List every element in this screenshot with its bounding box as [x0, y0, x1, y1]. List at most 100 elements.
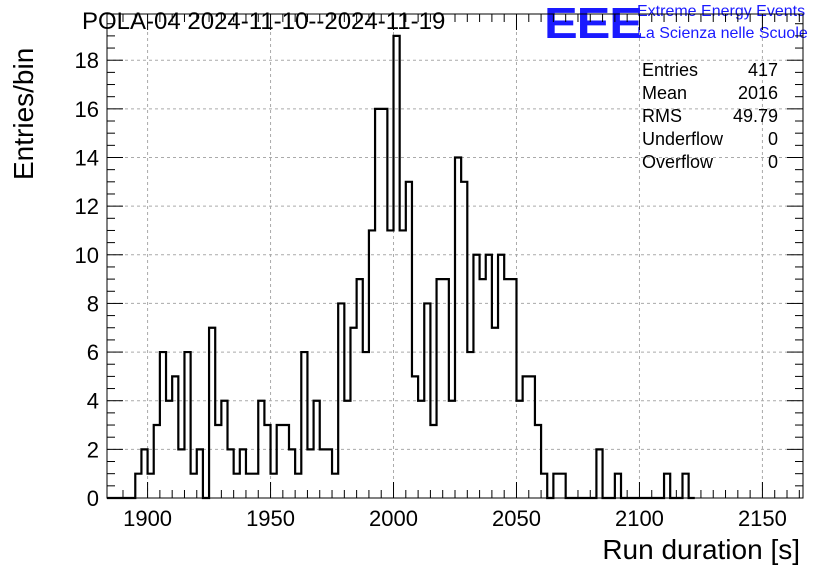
chart-title: POLA-04 2024-11-10--2024-11-19	[82, 8, 446, 35]
y-tick-label: 10	[75, 243, 99, 268]
stat-entries-label: Entries	[642, 60, 699, 80]
histogram-bin	[271, 474, 277, 498]
histogram-bin	[529, 376, 535, 498]
histogram-bin	[437, 279, 443, 498]
histogram-bin	[326, 449, 332, 498]
histogram-bin	[443, 279, 449, 498]
stats-box: Entries 417 Mean 2016 RMS 49.79 Underflo…	[642, 59, 778, 174]
histogram-bin	[473, 255, 479, 498]
histogram-bin	[541, 474, 547, 498]
histogram-bin	[314, 401, 320, 498]
histogram-bin	[424, 303, 430, 498]
stat-underflow: Underflow 0	[642, 128, 778, 151]
histogram-bin	[363, 352, 369, 498]
histogram-bin	[412, 376, 418, 498]
tick-labels: 0 2 4 6 8 10 12 14 16 18 1900 1950 2000 2050 2100 2150	[75, 48, 787, 531]
histogram-bin	[516, 401, 522, 498]
histogram-bin	[154, 425, 160, 498]
histogram-bin	[596, 449, 602, 498]
histogram-bin	[215, 425, 221, 498]
histogram-bin	[510, 279, 516, 498]
stat-mean: Mean 2016	[642, 82, 778, 105]
y-tick-label: 14	[75, 145, 99, 170]
histogram-bin	[160, 352, 166, 498]
histogram-bin	[394, 36, 400, 498]
histogram-bin	[172, 376, 178, 498]
histogram-bin	[381, 109, 387, 498]
histogram-bin	[148, 474, 154, 498]
histogram-series	[107, 34, 695, 500]
histogram-bin	[430, 425, 436, 498]
histogram-bin	[400, 230, 406, 498]
histogram-bin	[301, 352, 307, 498]
stat-mean-label: Mean	[642, 83, 688, 103]
x-tick-label: 2050	[492, 506, 541, 531]
histogram-bin	[535, 425, 541, 498]
histogram-bin	[320, 449, 326, 498]
histogram-bin	[295, 474, 301, 498]
histogram-bin	[553, 474, 559, 498]
y-axis-label: Entries/bin	[8, 47, 39, 180]
stat-mean-value: 2016	[737, 83, 778, 103]
x-tick-label: 2150	[738, 506, 787, 531]
histogram-bin	[486, 255, 492, 498]
histogram-bin	[246, 474, 252, 498]
y-tick-label: 0	[87, 486, 99, 511]
histogram-bin	[277, 425, 283, 498]
stat-rms: RMS 49.79	[642, 105, 778, 128]
histogram-bin	[406, 182, 412, 498]
histogram-bin	[560, 474, 566, 498]
logo-line-1: Extreme Energy Events	[637, 3, 806, 20]
histogram-bin	[498, 255, 504, 498]
histogram-bin	[332, 474, 338, 498]
histogram-bin	[375, 109, 381, 498]
stat-rms-label: RMS	[642, 106, 682, 126]
y-tick-label: 6	[87, 340, 99, 365]
y-tick-label: 2	[87, 437, 99, 462]
logo-line-2: La Scienza nelle Scuole	[637, 25, 808, 42]
x-tick-label: 2000	[369, 506, 418, 531]
stat-underflow-label: Underflow	[642, 129, 724, 149]
histogram-bin	[492, 328, 498, 498]
stat-overflow-value: 0	[767, 152, 778, 172]
histogram-bin	[184, 352, 190, 498]
histogram-bin	[234, 474, 240, 498]
histogram-outline	[107, 34, 695, 500]
histogram-bin	[615, 474, 621, 498]
x-tick-label: 1950	[246, 506, 295, 531]
histogram-bin	[369, 230, 375, 498]
stat-entries-value: 417	[747, 60, 778, 80]
histogram-bin	[141, 449, 147, 498]
histogram-bin	[449, 401, 455, 498]
histogram-bin	[504, 279, 510, 498]
histogram-bin	[191, 474, 197, 498]
histogram-bin	[135, 474, 141, 498]
stat-underflow-value: 0	[767, 129, 778, 149]
y-tick-label: 8	[87, 291, 99, 316]
histogram-bin	[387, 230, 393, 498]
histogram-bin	[283, 425, 289, 498]
histogram-bin	[209, 328, 215, 498]
histogram-bin	[338, 303, 344, 498]
histogram-bin	[455, 157, 461, 498]
histogram-bin	[240, 449, 246, 498]
histogram-bin	[344, 401, 350, 498]
histogram-bin	[682, 474, 688, 498]
histogram-bin	[664, 474, 670, 498]
stat-overflow-label: Overflow	[642, 152, 714, 172]
stat-entries: Entries 417	[642, 59, 778, 82]
y-tick-label: 12	[75, 194, 99, 219]
histogram-bin	[258, 401, 264, 498]
histogram-bin	[307, 449, 313, 498]
x-tick-label: 2100	[615, 506, 664, 531]
stat-overflow: Overflow 0	[642, 151, 778, 174]
histogram-bin	[418, 401, 424, 498]
y-tick-label: 16	[75, 97, 99, 122]
histogram-bin	[264, 425, 270, 498]
histogram-bin	[197, 449, 203, 498]
histogram-bin	[221, 401, 227, 498]
histogram-bin	[289, 449, 295, 498]
histogram-bin	[350, 328, 356, 498]
histogram-bin	[357, 279, 363, 498]
